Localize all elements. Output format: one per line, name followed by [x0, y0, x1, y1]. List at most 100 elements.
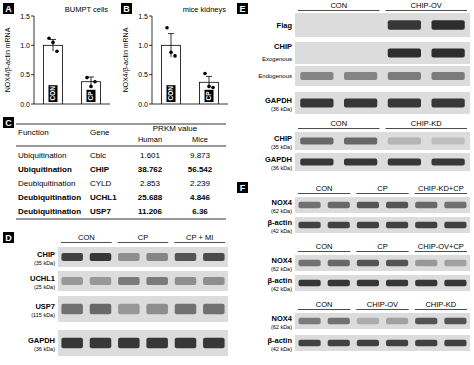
blot-band — [328, 340, 350, 346]
blot-band — [432, 20, 465, 30]
blot-strip — [58, 296, 228, 322]
plot-area — [44, 36, 101, 104]
blot-band — [300, 72, 333, 80]
lane-group-line — [415, 251, 467, 252]
lane-group-line — [298, 128, 380, 129]
lane-group-line — [386, 128, 468, 129]
blot-band — [146, 253, 168, 261]
lane-group-line — [298, 193, 350, 194]
lane-group-label: CHIP-OV — [367, 300, 398, 309]
blot-row-label: NOX4 — [272, 256, 293, 265]
x-tick-label: CP — [87, 91, 94, 101]
data-point — [207, 85, 211, 89]
data-point — [89, 85, 93, 89]
lane-group-line — [298, 10, 380, 11]
panel-letter: D — [5, 233, 12, 243]
blot-band — [444, 202, 466, 208]
blot-band — [90, 338, 112, 348]
table-cell: 6.36 — [192, 207, 208, 216]
panel-letter: E — [239, 4, 245, 14]
table-cell: USP7 — [90, 207, 111, 216]
y-tick — [149, 74, 152, 75]
table-header: Gene — [90, 128, 110, 137]
panel-letter: F — [240, 183, 246, 193]
blot-band — [203, 304, 225, 314]
y-tick — [149, 104, 152, 105]
blot-band — [388, 137, 421, 144]
lane-group-line — [298, 309, 350, 310]
lane-group-label: CP — [377, 184, 387, 193]
blot-row-label: GAPDH — [265, 96, 292, 105]
table-subheader: Mice — [192, 135, 208, 144]
blot-band — [344, 72, 377, 80]
blot-band — [300, 49, 333, 58]
lane-group-label: CHIP-KD — [425, 300, 456, 309]
blot-strip — [295, 255, 470, 271]
blot-band — [203, 277, 225, 285]
blot-band — [300, 137, 333, 144]
blot-band — [328, 318, 350, 324]
blot-strip — [295, 217, 470, 233]
lane-group-label: CON — [316, 300, 333, 309]
blot-strip — [295, 92, 470, 114]
table-cell: Deubiquitination — [18, 179, 75, 188]
background — [0, 0, 474, 365]
blot-band — [90, 253, 112, 261]
blot-band — [300, 99, 333, 108]
lane-group-label: CP — [377, 242, 387, 251]
x-tick-label: CP — [205, 91, 212, 101]
blot-band — [299, 340, 321, 346]
blot-band — [386, 280, 408, 286]
blot-band — [299, 318, 321, 324]
blot-strip — [295, 313, 470, 329]
data-point — [165, 26, 169, 30]
blot-size-label: (35 kDa) — [34, 260, 55, 266]
blot-size-label: (42 kDa) — [271, 228, 292, 234]
chart-title: BUMPT cells — [65, 5, 108, 14]
blot-strip — [295, 66, 470, 86]
bar — [200, 82, 219, 104]
blot-size-label: (62 kDa) — [271, 266, 292, 272]
y-axis-label: NOX4/β-actin mRNA — [122, 27, 130, 92]
blot-band — [415, 222, 437, 228]
lane-group-line — [386, 10, 468, 11]
error-cap — [88, 77, 94, 78]
y-axis — [34, 16, 35, 104]
blot-band — [328, 222, 350, 228]
table-cell: 4.846 — [190, 193, 211, 202]
blot-band — [299, 280, 321, 286]
table-subheader: Human — [138, 135, 162, 144]
blot-row-label: CHIP — [274, 134, 292, 143]
blot-band — [118, 253, 140, 261]
blot-band — [386, 340, 408, 346]
table-cell: CHIP — [90, 165, 110, 174]
blot-band — [118, 338, 140, 348]
table-cell: 38.762 — [138, 165, 163, 174]
data-point — [85, 76, 89, 80]
blot-band — [357, 280, 379, 286]
blot-band — [175, 277, 197, 285]
panel-letter: C — [5, 118, 12, 128]
category-label-box — [49, 85, 58, 102]
blot-strip — [58, 247, 228, 267]
plot-area — [162, 26, 219, 104]
y-tick — [31, 45, 34, 46]
blot-row-label: β-actin — [267, 336, 292, 345]
blot-band — [432, 158, 465, 165]
panel-letter-box — [3, 232, 14, 243]
blot-band — [299, 260, 321, 266]
blot-row-label: UCHL1 — [30, 274, 55, 283]
blot-strip — [295, 197, 470, 213]
blot-size-label: (62 kDa) — [271, 324, 292, 330]
table-header: Function — [18, 128, 49, 137]
blot-row-label: CHIP — [37, 250, 55, 259]
blot-band — [299, 222, 321, 228]
blot-band — [432, 49, 465, 58]
panel-letter-box — [237, 182, 248, 193]
blot-band — [415, 340, 437, 346]
blot-size-label: (36 kDa) — [271, 106, 292, 112]
blot-strip — [58, 330, 228, 356]
error-cap — [50, 39, 56, 40]
category-label-box — [167, 85, 176, 102]
blot-row-label: GAPDH — [28, 336, 55, 345]
